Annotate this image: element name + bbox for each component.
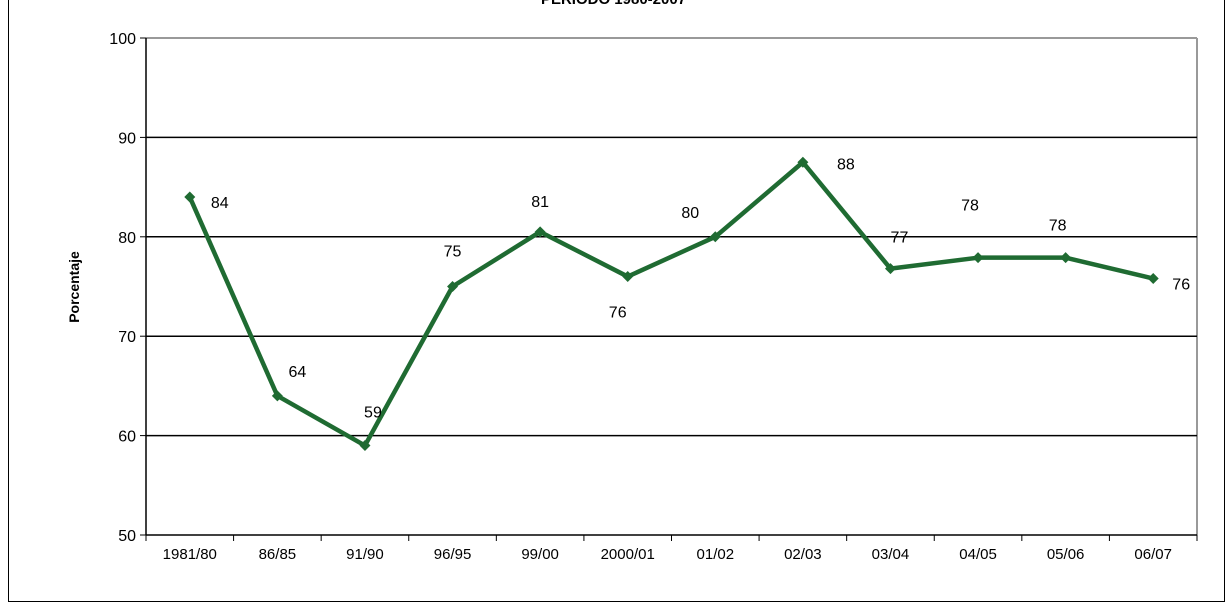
- data-point: [972, 252, 984, 264]
- data-point: [622, 271, 634, 283]
- data-label: 84: [211, 195, 229, 212]
- x-tick-label: 05/06: [1047, 546, 1085, 563]
- chart-frame: [8, 0, 1225, 602]
- data-label: 64: [288, 364, 306, 381]
- x-tick-label: 86/85: [259, 546, 297, 563]
- data-point: [271, 390, 283, 402]
- y-tick-label: 100: [109, 31, 136, 48]
- x-tick-label: 02/03: [784, 546, 822, 563]
- data-label: 81: [531, 194, 549, 211]
- x-tick-label: 99/00: [521, 546, 559, 563]
- gridlines: [146, 37, 1198, 535]
- x-tick-label: 2000/01: [601, 546, 655, 563]
- data-label: 78: [961, 198, 979, 215]
- x-tick-label: 96/95: [434, 546, 472, 563]
- data-point: [1147, 273, 1159, 285]
- y-tick-label: 50: [118, 528, 136, 545]
- y-tick-label: 90: [118, 130, 136, 147]
- series: [184, 156, 1159, 452]
- data-point: [184, 191, 196, 203]
- x-tick-label: 01/02: [697, 546, 735, 563]
- x-tick-label: 03/04: [872, 546, 910, 563]
- data-point: [884, 263, 896, 275]
- data-label: 75: [444, 244, 462, 261]
- data-label: 76: [1172, 277, 1190, 294]
- series-line: [187, 160, 1154, 448]
- data-point: [1060, 252, 1072, 264]
- data-label: 80: [681, 205, 699, 222]
- data-label: 77: [891, 230, 909, 247]
- data-point: [709, 231, 721, 243]
- x-tick-label: 06/07: [1134, 546, 1172, 563]
- chart-title: PERÍODO 1980-2007: [0, 0, 1227, 8]
- data-label: 88: [837, 156, 855, 173]
- data-point: [534, 226, 546, 238]
- x-tick-label: 04/05: [959, 546, 997, 563]
- y-tick-label: 60: [118, 429, 136, 446]
- axes: 50 60 70 80 90 100 1981/80 86/85 91/90 96/95 99/00…: [109, 31, 1198, 563]
- x-tick-label: 1981/80: [163, 546, 217, 563]
- y-tick-label: 80: [118, 230, 136, 247]
- data-label: 78: [1049, 218, 1067, 235]
- data-label: 76: [609, 305, 627, 322]
- data-point: [797, 156, 809, 168]
- x-tick-label: 91/90: [346, 546, 384, 563]
- data-label: 59: [364, 405, 382, 422]
- y-tick-label: 70: [118, 329, 136, 346]
- y-axis-label: Porcentaje: [66, 251, 82, 323]
- data-point: [359, 440, 371, 452]
- data-point: [447, 281, 459, 292]
- data-labels: 84 64 59 75 81 76 80 88 77 78 78 76: [211, 156, 1190, 421]
